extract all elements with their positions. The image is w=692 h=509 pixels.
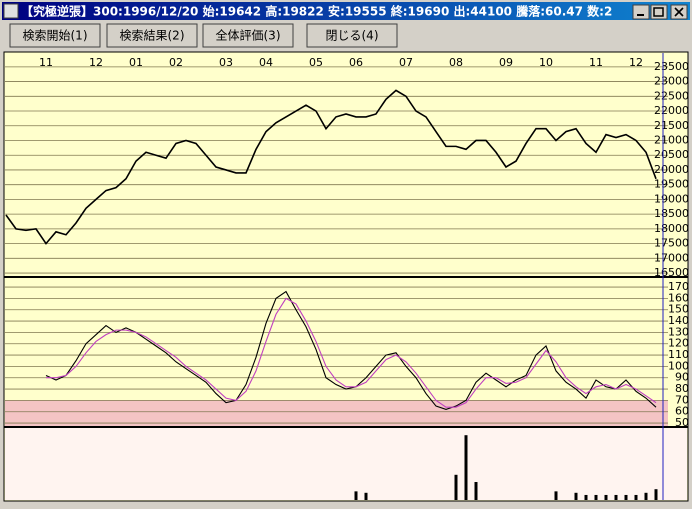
y-tick-label: 110 xyxy=(668,348,689,361)
y-tick-label: 130 xyxy=(668,325,689,338)
y-tick-label: 17000 xyxy=(654,251,689,264)
button-label[interactable]: 閉じる(4) xyxy=(326,29,379,43)
y-tick-label: 80 xyxy=(675,382,689,395)
button[interactable] xyxy=(9,23,101,48)
title-bar xyxy=(2,2,690,20)
volume-bar xyxy=(554,491,558,500)
band xyxy=(5,400,668,426)
data-line xyxy=(46,297,657,408)
button[interactable] xyxy=(306,23,398,48)
volume-bar xyxy=(574,492,578,500)
y-tick-label: 22500 xyxy=(654,89,689,102)
x-tick-label: 01 xyxy=(129,56,143,69)
y-tick-label: 50 xyxy=(675,416,689,429)
y-tick-label: 60 xyxy=(675,405,689,418)
button-label[interactable]: 全体評価(3) xyxy=(216,28,281,43)
x-tick-label: 09 xyxy=(499,56,513,69)
toolbar: 検索開始(1) 検索結果(2) 全体評価(3) 閉じる(4) xyxy=(9,23,398,48)
volume-bar xyxy=(594,494,598,500)
x-tick-label: 04 xyxy=(259,56,273,69)
minimize-button[interactable] xyxy=(632,4,650,20)
y-tick-label: 100 xyxy=(668,359,689,372)
window-title: 【究極逆張】300:1996/12/20 始:19642 高:19822 安:1… xyxy=(21,4,612,19)
y-tick-label: 23500 xyxy=(654,60,689,73)
x-tick-label: 11 xyxy=(39,56,53,69)
y-tick-label: 22000 xyxy=(654,104,689,117)
panel-background xyxy=(5,53,687,276)
volume-bar xyxy=(624,494,628,500)
volume-bar xyxy=(644,492,648,500)
volume-bar xyxy=(454,474,458,500)
x-tick-label: 10 xyxy=(539,56,553,69)
x-tick-label: 12 xyxy=(89,56,103,69)
charts: 1650017000175001800018500190001950020000… xyxy=(4,53,689,500)
app-icon xyxy=(3,3,19,19)
y-tick-label: 140 xyxy=(668,314,689,327)
button-label[interactable]: 検索結果(2) xyxy=(120,29,185,43)
y-tick-label: 19500 xyxy=(654,178,689,191)
maximize-glyph xyxy=(653,7,664,17)
button[interactable] xyxy=(202,23,294,48)
volume-bar xyxy=(354,491,358,500)
close-glyph xyxy=(674,7,684,17)
x-tick-label: 07 xyxy=(399,56,413,69)
data-line xyxy=(5,89,657,245)
volume-bar xyxy=(634,494,638,500)
x-tick-label: 03 xyxy=(219,56,233,69)
x-tick-label: 08 xyxy=(449,56,463,69)
volume-bar xyxy=(584,494,588,500)
y-tick-label: 120 xyxy=(668,337,689,350)
x-tick-label: 11 xyxy=(589,56,603,69)
y-tick-label: 18000 xyxy=(654,222,689,235)
panel-background xyxy=(5,428,687,500)
volume-bar xyxy=(614,494,618,500)
y-tick-label: 150 xyxy=(668,303,689,316)
y-tick-label: 20000 xyxy=(654,163,689,176)
data-line xyxy=(45,290,657,411)
x-tick-label: 12 xyxy=(629,56,643,69)
y-tick-label: 160 xyxy=(668,291,689,304)
y-tick-label: 17500 xyxy=(654,237,689,250)
volume-bar xyxy=(474,482,478,500)
volume-bar xyxy=(604,494,608,500)
y-tick-label: 19000 xyxy=(654,192,689,205)
x-tick-label: 06 xyxy=(349,56,363,69)
y-tick-label: 170 xyxy=(668,280,689,293)
y-tick-label: 90 xyxy=(675,371,689,384)
volume-bar xyxy=(464,435,468,500)
button-label[interactable]: 検索開始(1) xyxy=(23,29,88,43)
x-tick-label: 02 xyxy=(169,56,183,69)
y-tick-label: 21500 xyxy=(654,119,689,132)
y-tick-label: 70 xyxy=(675,393,689,406)
y-tick-label: 20500 xyxy=(654,148,689,161)
y-tick-label: 23000 xyxy=(654,75,689,88)
y-tick-label: 21000 xyxy=(654,133,689,146)
volume-bar xyxy=(654,489,658,500)
button[interactable] xyxy=(106,23,198,48)
x-tick-label: 05 xyxy=(309,56,323,69)
volume-bar xyxy=(364,492,368,500)
window-controls[interactable] xyxy=(632,4,688,20)
y-tick-label: 18500 xyxy=(654,207,689,220)
